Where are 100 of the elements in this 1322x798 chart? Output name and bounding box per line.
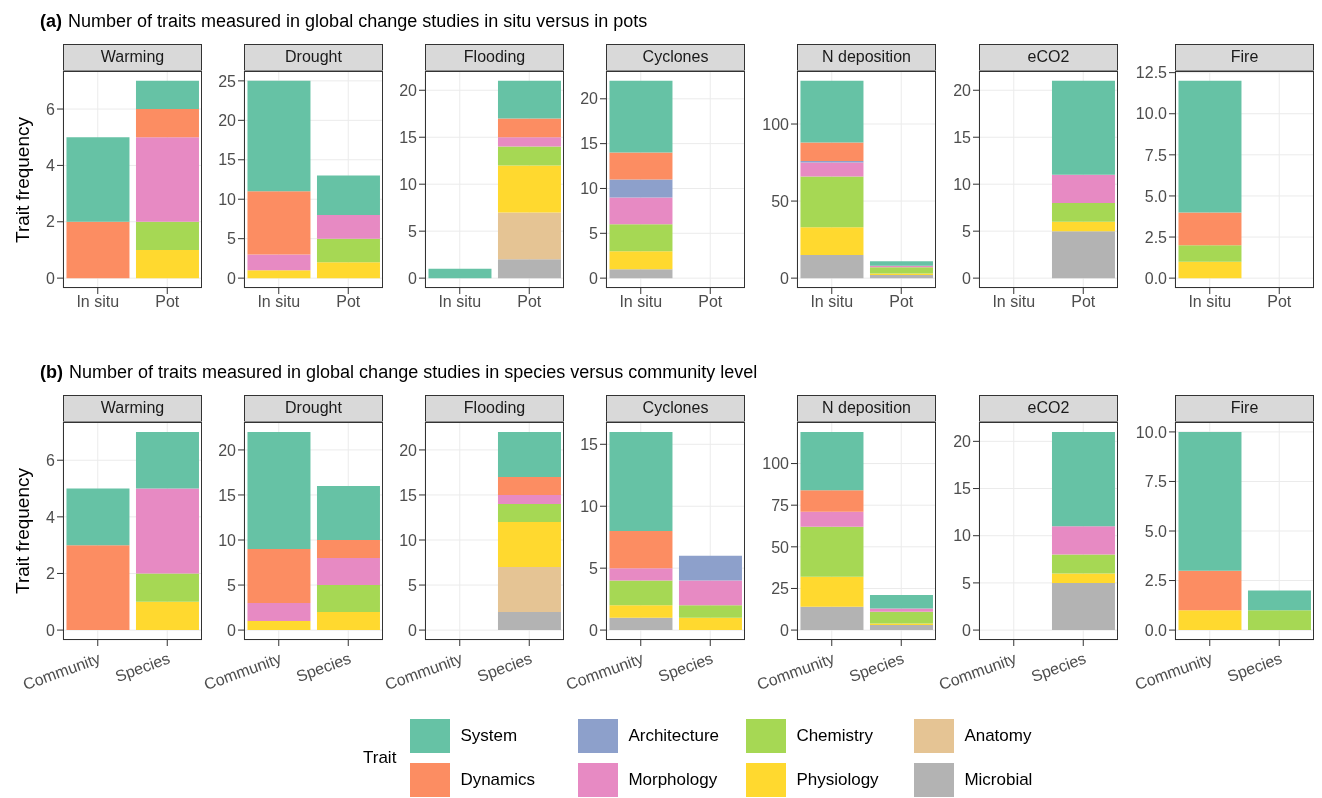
chart-title: Fire bbox=[1175, 44, 1314, 71]
y-tick-label: 7.5 bbox=[1144, 473, 1168, 491]
y-tick-label: 5 bbox=[227, 576, 237, 594]
y-tick-label: 100 bbox=[762, 115, 790, 133]
y-tick-label: 5 bbox=[227, 230, 237, 248]
y-tick-label: 2.5 bbox=[1144, 228, 1168, 246]
y-tick-label: 15 bbox=[953, 480, 972, 498]
x-tick-label: In situ bbox=[76, 293, 120, 311]
y-tick-label: 12.5 bbox=[1135, 64, 1168, 82]
y-tick-label: 10 bbox=[580, 497, 599, 515]
chart-title: Drought bbox=[244, 44, 383, 71]
y-tick-label: 20 bbox=[218, 441, 237, 459]
text: (a) bbox=[40, 11, 62, 31]
y-tick-label: 10 bbox=[953, 527, 972, 545]
y-tick-label: 25 bbox=[771, 580, 790, 598]
y-tick-label: 15 bbox=[218, 151, 237, 169]
y-tick-label: 0.0 bbox=[1144, 621, 1168, 639]
x-tick-label: Pot bbox=[698, 293, 723, 311]
y-tick-label: 0 bbox=[780, 269, 790, 287]
y-tick-label: 20 bbox=[953, 81, 972, 99]
chart-title: Cyclones bbox=[606, 44, 745, 71]
y-tick-label: 20 bbox=[399, 441, 418, 459]
x-tick-label: Species bbox=[112, 649, 173, 685]
y-tick-label: 0 bbox=[408, 621, 418, 639]
y-tick-label: 75 bbox=[771, 496, 790, 514]
legend-label: Chemistry bbox=[796, 726, 873, 746]
y-tick-label: 20 bbox=[399, 81, 418, 99]
y-tick-label: 2 bbox=[46, 213, 56, 231]
y-tick-label: 15 bbox=[399, 486, 418, 504]
x-tick-label: In situ bbox=[619, 293, 663, 311]
chart-title: N deposition bbox=[797, 44, 936, 71]
y-tick-label: 10 bbox=[218, 190, 237, 208]
y-tick-label: 10 bbox=[580, 180, 599, 198]
chart-title: Flooding bbox=[425, 395, 564, 422]
y-tick-label: 5 bbox=[589, 224, 599, 242]
y-tick-label: 15 bbox=[218, 486, 237, 504]
legend-label: Microbial bbox=[964, 770, 1033, 790]
x-tick-label: Species bbox=[1224, 649, 1285, 685]
y-axis-title: Trait frequency bbox=[12, 115, 34, 245]
legend-label: Dynamics bbox=[460, 770, 535, 790]
x-tick-label: Pot bbox=[155, 293, 180, 311]
y-tick-label: 2.5 bbox=[1144, 572, 1168, 590]
y-tick-label: 5.0 bbox=[1144, 187, 1168, 205]
chart-title: Cyclones bbox=[606, 395, 745, 422]
y-tick-label: 0 bbox=[227, 621, 237, 639]
legend-label: System bbox=[460, 726, 518, 746]
y-tick-label: 6 bbox=[46, 100, 56, 118]
text: (b) bbox=[40, 362, 63, 382]
y-tick-label: 5 bbox=[408, 576, 418, 594]
y-tick-label: 2 bbox=[46, 565, 56, 583]
y-tick-label: 0 bbox=[46, 621, 56, 639]
x-tick-label: Pot bbox=[517, 293, 542, 311]
y-tick-label: 0 bbox=[780, 621, 790, 639]
legend-label: Physiology bbox=[796, 770, 879, 790]
y-tick-label: 15 bbox=[580, 135, 599, 153]
chart-title: N deposition bbox=[797, 395, 936, 422]
y-tick-label: 4 bbox=[46, 157, 56, 175]
y-tick-label: 10 bbox=[218, 531, 237, 549]
y-tick-label: 50 bbox=[771, 538, 790, 556]
y-tick-label: 5 bbox=[408, 222, 418, 240]
x-tick-label: Pot bbox=[1071, 293, 1096, 311]
y-tick-label: 4 bbox=[46, 508, 56, 526]
y-tick-label: 10 bbox=[953, 175, 972, 193]
x-tick-label: Species bbox=[655, 649, 716, 685]
y-tick-label: 20 bbox=[580, 90, 599, 108]
y-tick-label: 0 bbox=[46, 269, 56, 287]
chart-title: eCO2 bbox=[979, 44, 1118, 71]
chart-title: Warming bbox=[63, 395, 202, 422]
y-tick-label: 5 bbox=[589, 559, 599, 577]
y-tick-label: 6 bbox=[46, 451, 56, 469]
y-tick-label: 7.5 bbox=[1144, 146, 1168, 164]
legend-title: Trait bbox=[363, 748, 397, 768]
x-tick-label: In situ bbox=[992, 293, 1036, 311]
y-tick-label: 50 bbox=[771, 192, 790, 210]
legend-label: Anatomy bbox=[964, 726, 1032, 746]
x-tick-label: In situ bbox=[257, 293, 301, 311]
y-tick-label: 0 bbox=[962, 621, 972, 639]
y-tick-label: 100 bbox=[762, 455, 790, 473]
y-tick-label: 5 bbox=[962, 222, 972, 240]
x-tick-label: Pot bbox=[889, 293, 914, 311]
y-tick-label: 0 bbox=[408, 269, 418, 287]
x-tick-label: Pot bbox=[336, 293, 361, 311]
y-tick-label: 10 bbox=[399, 175, 418, 193]
y-tick-label: 20 bbox=[953, 433, 972, 451]
x-tick-label: Species bbox=[1028, 649, 1089, 685]
y-axis-title: Trait frequency bbox=[12, 467, 34, 596]
x-tick-label: Pot bbox=[1267, 293, 1292, 311]
y-tick-label: 20 bbox=[218, 112, 237, 129]
x-tick-label: Species bbox=[846, 649, 907, 685]
y-tick-label: 10 bbox=[399, 531, 418, 549]
chart-title: Fire bbox=[1175, 395, 1314, 422]
y-tick-label: 10.0 bbox=[1135, 105, 1168, 123]
chart-title: Drought bbox=[244, 395, 383, 422]
x-tick-label: Species bbox=[293, 649, 354, 685]
chart-title: Warming bbox=[63, 44, 202, 71]
y-tick-label: 15 bbox=[399, 128, 418, 146]
legend-label: Morphology bbox=[628, 770, 718, 790]
x-tick-label: In situ bbox=[1188, 293, 1232, 311]
y-tick-label: 5 bbox=[962, 574, 972, 592]
y-tick-label: 0 bbox=[962, 269, 972, 287]
